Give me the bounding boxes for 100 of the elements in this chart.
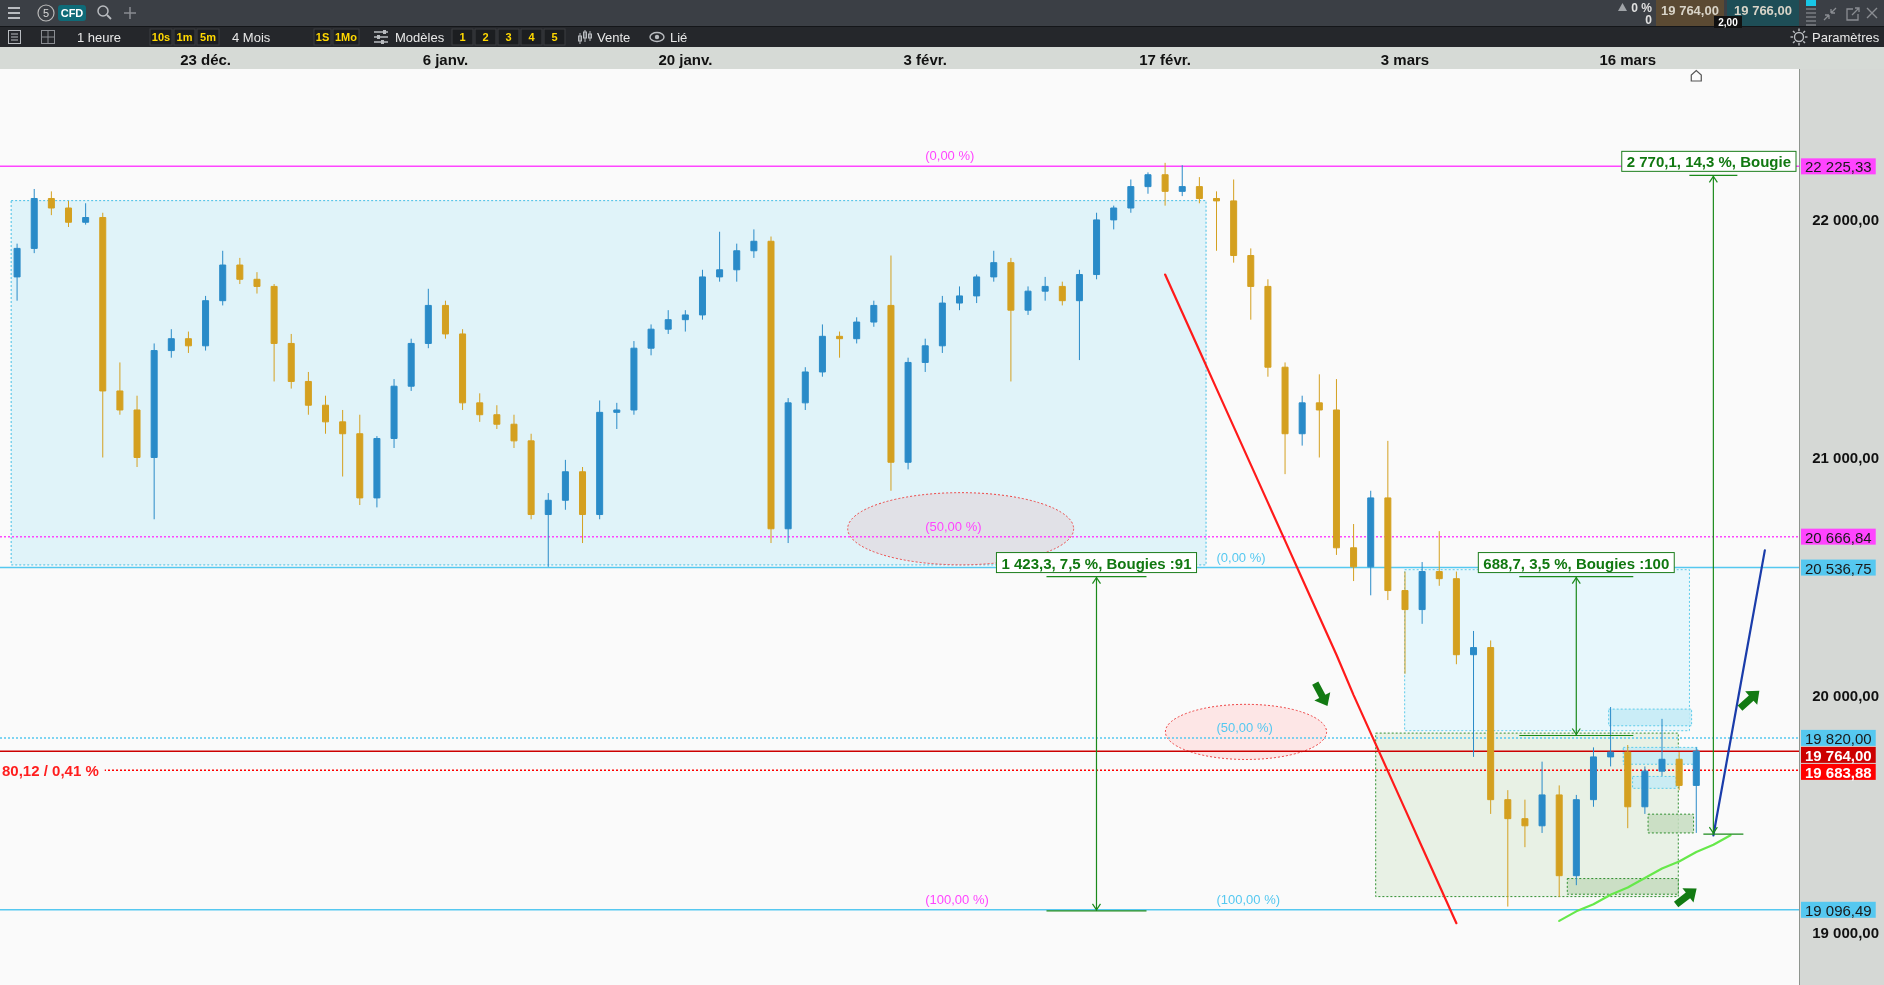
annotation: (100,00 %): [1216, 891, 1281, 907]
candlestick: [870, 300, 878, 328]
text: Vente: [597, 29, 631, 45]
annotation: 2 770,1, 14,3 %, Bougie: [1626, 153, 1791, 171]
candlestick: [236, 257, 244, 285]
candlestick: [561, 459, 569, 511]
ref-line-label: 20 666,84: [1805, 528, 1872, 546]
candlestick: [1161, 162, 1169, 207]
text: 19 764,00: [1661, 2, 1719, 18]
text: 1Mo: [335, 31, 358, 43]
candlestick: [1298, 395, 1306, 447]
text: 0: [1645, 13, 1653, 27]
candlestick: [1007, 257, 1015, 382]
candlestick: [1504, 789, 1512, 908]
text: 4: [528, 31, 536, 43]
text: CFD: [60, 7, 84, 19]
candlestick: [1041, 276, 1049, 302]
candlestick: [1127, 178, 1135, 214]
candlestick: [801, 366, 809, 411]
ref-line-label: 19 096,49: [1805, 901, 1872, 919]
ref-line-label: 19 683,88: [1805, 763, 1872, 781]
candlestick: [579, 466, 587, 544]
candlestick: [1384, 440, 1392, 601]
candlestick: [664, 309, 672, 335]
candlestick: [836, 331, 844, 359]
candlestick: [287, 333, 295, 390]
annotation: (100,00 %): [925, 891, 989, 907]
candlestick: [270, 283, 278, 382]
candlestick: [1521, 799, 1529, 848]
candlestick: [253, 271, 261, 295]
candlestick: [1555, 784, 1563, 898]
candlestick: [47, 190, 55, 216]
annotation: (0,00 %): [925, 148, 975, 164]
candlestick: [65, 200, 72, 228]
x-tick-label: 3 mars: [1380, 50, 1430, 68]
candlestick: [698, 269, 706, 321]
candlestick: [767, 236, 775, 544]
candlestick: [750, 228, 758, 259]
candlestick: [1332, 378, 1340, 556]
text: 10s: [151, 31, 171, 43]
candlestick: [527, 433, 535, 520]
candlestick: [1178, 164, 1186, 197]
candlestick: [476, 392, 484, 423]
text: 1: [459, 31, 466, 43]
candlestick: [716, 231, 724, 283]
candlestick: [150, 342, 158, 520]
x-tick-label: 3 févr.: [903, 50, 947, 68]
candlestick: [13, 243, 21, 302]
candlestick: [1024, 285, 1032, 316]
candlestick: [1692, 746, 1700, 834]
line-series: [1712, 549, 1766, 837]
y-tick-label: 19 000,00: [1812, 924, 1879, 942]
candlestick: [1315, 373, 1323, 458]
text: 5: [42, 7, 50, 19]
candlestick: [973, 274, 981, 304]
x-tick-label: 17 févr.: [1139, 50, 1191, 68]
candlestick: [99, 212, 107, 458]
annotation: 688,7, 3,5 %, Bougies :100: [1483, 554, 1670, 572]
candlestick: [1367, 490, 1375, 596]
candlestick: [1264, 278, 1272, 378]
candlestick: [1470, 630, 1478, 758]
text: 5: [551, 31, 558, 43]
text: 19 766,00: [1734, 2, 1792, 18]
text: 2,00: [1718, 17, 1739, 28]
annotation: (50,00 %): [1216, 719, 1273, 735]
y-tick-label: 21 000,00: [1812, 449, 1879, 466]
candlestick: [1607, 706, 1615, 767]
candlestick: [1350, 523, 1358, 582]
text: 0 %: [1631, 1, 1653, 15]
candlestick: [167, 328, 175, 359]
candlestick: [1401, 571, 1409, 675]
candlestick: [938, 295, 946, 354]
candlestick: [818, 323, 826, 378]
text: 2: [482, 31, 489, 43]
y-tick-label: 20 000,00: [1812, 686, 1879, 704]
annotation: 80,12 / 0,41 %: [2, 761, 99, 779]
x-tick-label: 20 janv.: [658, 50, 713, 68]
candlestick: [1641, 765, 1649, 815]
candlestick: [784, 397, 792, 544]
candlestick: [493, 404, 501, 430]
candlestick: [1195, 176, 1203, 204]
candlestick: [1281, 361, 1289, 475]
x-tick-label: 16 mars: [1599, 50, 1657, 68]
text: Paramètres: [1812, 29, 1880, 45]
candlestick: [1538, 761, 1546, 834]
candlestick: [613, 402, 621, 430]
candlestick: [202, 295, 210, 352]
candlestick: [116, 361, 124, 416]
candlestick: [955, 285, 963, 311]
annotation: (50,00 %): [925, 518, 982, 534]
candlestick: [1075, 269, 1083, 361]
candlestick: [390, 378, 398, 449]
candlestick: [1247, 247, 1255, 321]
candlestick: [630, 340, 638, 416]
candlestick: [82, 202, 90, 226]
candlestick: [1110, 205, 1118, 230]
candlestick: [133, 395, 141, 468]
candlestick: [1058, 281, 1066, 306]
candlestick: [1435, 530, 1443, 587]
text: 1m: [176, 31, 193, 43]
